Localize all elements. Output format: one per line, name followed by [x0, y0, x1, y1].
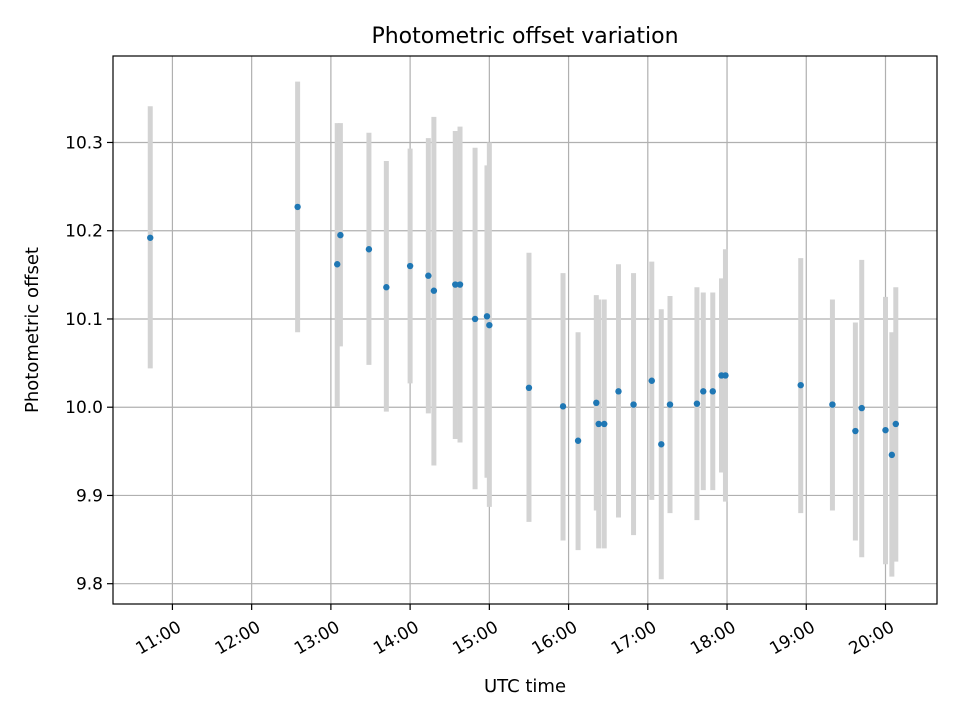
data-point	[595, 420, 602, 428]
data-point	[365, 246, 373, 253]
data-point	[858, 404, 865, 412]
data-point	[666, 401, 674, 408]
y-tick-label: 9.9	[76, 486, 103, 506]
data-point	[430, 287, 438, 294]
data-point	[486, 321, 493, 329]
data-point	[574, 437, 582, 444]
data-point	[882, 426, 889, 434]
y-axis-ticks: 9.8 9.9 10.0 10.1 10.2 10.3	[65, 133, 113, 595]
data-point	[334, 261, 341, 268]
data-point	[456, 281, 464, 288]
data-point	[615, 388, 622, 395]
data-point	[483, 313, 491, 320]
data-point	[471, 315, 479, 323]
data-point	[648, 377, 655, 384]
data-point	[406, 262, 414, 270]
data-point	[892, 420, 899, 428]
data-point	[452, 281, 459, 288]
data-point	[425, 272, 432, 279]
data-point	[693, 400, 701, 407]
data-point	[147, 234, 154, 241]
y-axis-label: Photometric offset	[22, 247, 43, 413]
y-tick-label: 10.2	[65, 222, 103, 242]
data-point	[559, 403, 567, 410]
plot-area-frame	[112, 55, 938, 605]
data-point	[658, 441, 665, 448]
data-point	[888, 451, 896, 459]
data-point	[525, 384, 533, 392]
data-point	[829, 401, 836, 408]
data-point	[709, 388, 716, 395]
data-point	[797, 381, 804, 389]
y-tick-label: 10.3	[65, 133, 103, 153]
data-point	[722, 372, 729, 379]
data-point	[294, 203, 301, 211]
y-tick-label: 10.1	[65, 310, 103, 330]
x-axis-label: UTC time	[484, 676, 566, 697]
chart-title: Photometric offset variation	[371, 24, 678, 49]
data-point	[852, 427, 859, 435]
data-point	[630, 401, 637, 408]
y-tick-label: 9.8	[76, 575, 103, 595]
data-point	[700, 388, 707, 395]
y-tick-label: 10.0	[65, 398, 103, 418]
data-point	[593, 399, 600, 407]
data-point	[383, 284, 390, 291]
data-point	[337, 231, 344, 239]
data-markers	[147, 203, 899, 459]
data-point	[601, 420, 608, 428]
